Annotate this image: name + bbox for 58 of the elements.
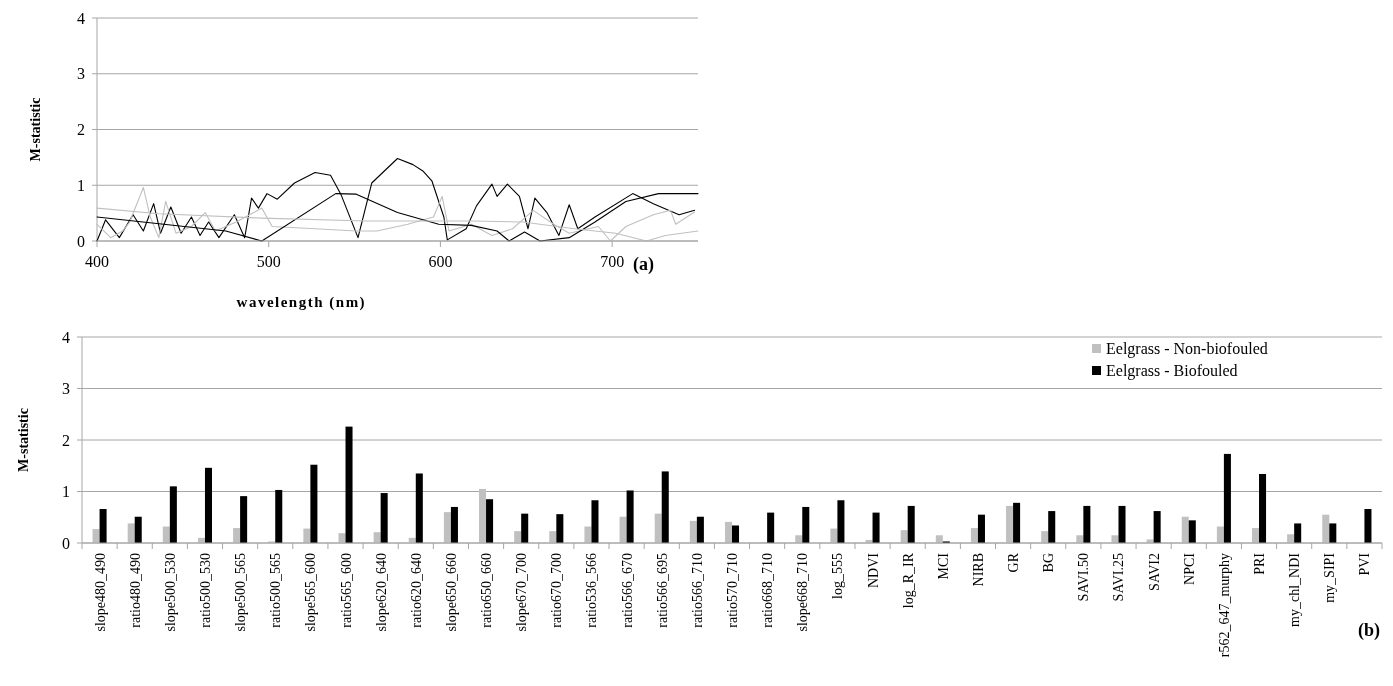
- y-tick-label: 4: [62, 328, 70, 346]
- x-tick-label: PVI: [1357, 552, 1373, 576]
- x-tick-label: ratio565_600: [338, 553, 354, 628]
- x-tick-label: SAVI.50: [1076, 553, 1092, 602]
- x-tick-label: NDVI: [865, 552, 881, 588]
- text: (a): [633, 254, 654, 275]
- y-tick-label: 1: [62, 483, 70, 501]
- x-axis-title: wavelength (nm): [236, 294, 367, 311]
- legend-label: Eelgrass - Biofouled: [1106, 362, 1238, 380]
- x-tick-label: my_chl_NDI: [1287, 552, 1303, 627]
- x-tick-label: ratio620_640: [408, 553, 424, 628]
- x-tick-label: GR: [1006, 552, 1022, 573]
- x-tick-label: my_SIPI: [1322, 552, 1338, 603]
- x-tick-label: ratio566_670: [619, 553, 635, 628]
- y-tick-label: 2: [62, 431, 70, 449]
- x-tick-label: ratio480_490: [127, 553, 143, 628]
- x-tick-label: slope500_530: [162, 553, 178, 632]
- x-tick-label: ratio566_695: [654, 553, 670, 628]
- x-tick-label: 500: [256, 253, 281, 270]
- x-tick-label: slope670_700: [514, 553, 530, 632]
- x-tick-label: PRI: [1252, 552, 1268, 575]
- x-tick-label: NIRB: [970, 553, 986, 587]
- y-axis-title: M-statistic: [28, 97, 43, 162]
- x-tick-label: 600: [428, 253, 453, 270]
- x-tick-label: r562_647_murphy: [1216, 553, 1232, 658]
- x-tick-label: ratio668_710: [760, 553, 776, 628]
- x-tick-label: ratio536_566: [584, 553, 600, 628]
- y-axis-title: M-statistic: [16, 408, 31, 472]
- x-tick-label: slope620_640: [373, 553, 389, 632]
- x-tick-label: slope668_710: [795, 553, 811, 632]
- x-tick-label: slope565_600: [303, 553, 319, 632]
- x-tick-label: SAVI2: [1146, 553, 1162, 591]
- x-tick-label: slope480_490: [92, 553, 108, 632]
- x-tick-label: 700: [600, 253, 625, 270]
- text: (b): [1358, 620, 1380, 641]
- x-tick-label: SAVI.25: [1111, 553, 1127, 602]
- x-tick-label: ratio670_700: [549, 553, 565, 628]
- x-tick-label: MCI: [935, 552, 951, 580]
- y-tick-label: 0: [77, 232, 85, 250]
- x-tick-label: log_R_IR: [900, 552, 916, 609]
- x-tick-label: ratio570_710: [725, 553, 740, 628]
- x-tick-label: ratio566_710: [689, 553, 705, 628]
- x-tick-label: NPCI: [1181, 552, 1197, 585]
- y-tick-label: 3: [77, 65, 85, 83]
- x-tick-label: ratio500_530: [197, 553, 213, 628]
- x-tick-label: slope500_565: [233, 553, 249, 632]
- x-tick-label: 400: [85, 253, 109, 270]
- y-tick-label: 1: [77, 176, 85, 194]
- y-tick-label: 0: [62, 534, 70, 552]
- x-tick-label: slope650_660: [443, 553, 459, 632]
- y-tick-label: 4: [77, 9, 85, 27]
- y-tick-label: 3: [62, 380, 70, 398]
- x-tick-label: log_555: [830, 553, 846, 599]
- x-tick-label: ratio650_660: [479, 553, 495, 628]
- y-tick-label: 2: [77, 121, 85, 139]
- x-tick-label: BG: [1041, 553, 1057, 573]
- legend-label: Eelgrass - Non-biofouled: [1106, 340, 1268, 358]
- x-tick-label: ratio500_565: [268, 553, 284, 628]
